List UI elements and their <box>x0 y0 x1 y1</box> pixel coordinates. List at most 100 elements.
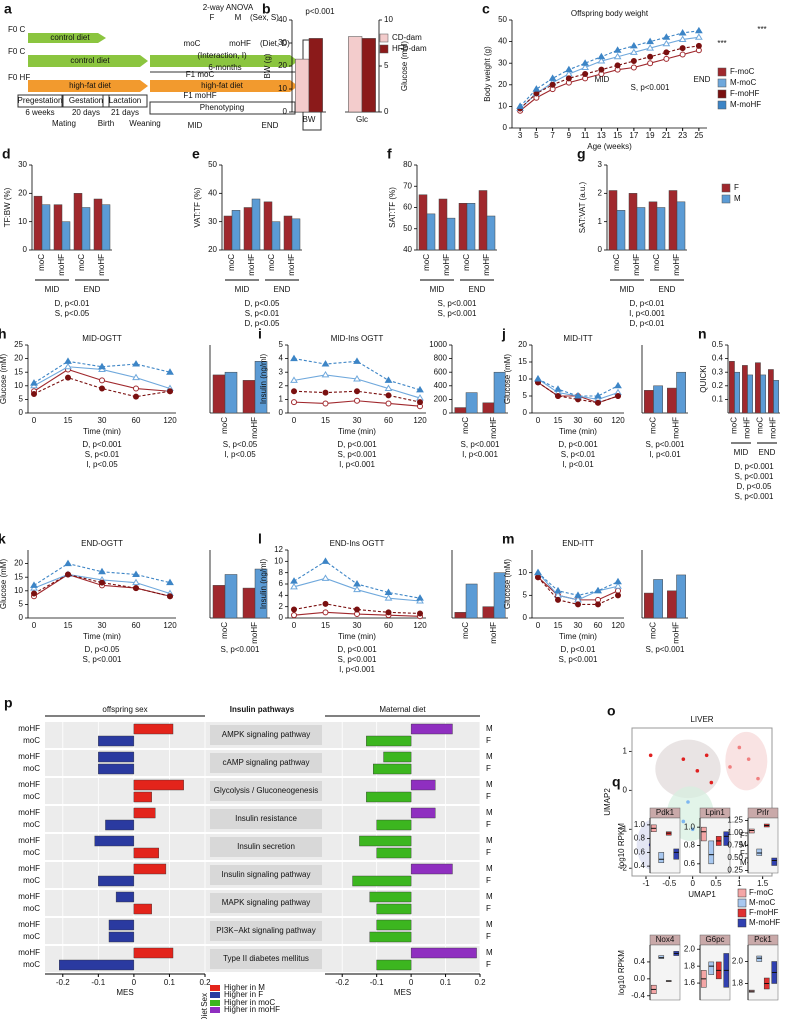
y-tick-label: 40 <box>403 245 412 254</box>
data-point <box>574 392 582 399</box>
y-tick-label: 0.4 <box>634 957 646 966</box>
data-point <box>167 593 173 600</box>
row-label: moC <box>23 876 40 885</box>
legend-swatch <box>737 918 747 928</box>
legend-swatch <box>210 1000 220 1006</box>
y-tick-label: 0.3 <box>712 367 724 376</box>
schematic-label: 20 days <box>72 108 100 117</box>
data-point <box>663 49 670 56</box>
x-tick-label: 60 <box>132 416 141 425</box>
data-point <box>681 819 686 824</box>
x-tick-label: 30 <box>574 416 583 425</box>
x-tick-label: moHF <box>672 254 681 276</box>
bar <box>653 579 663 619</box>
annotation: END <box>694 75 711 84</box>
bar <box>98 763 135 775</box>
x-tick-label: moC <box>649 622 658 639</box>
data-point <box>133 393 139 400</box>
data-point <box>99 579 105 586</box>
stat-note: S, p<0.001 <box>338 450 377 459</box>
x-tick-label: 30 <box>98 416 107 425</box>
arrow-control <box>28 55 148 67</box>
bar <box>212 585 226 619</box>
y-axis-label: Glucose (mM) <box>0 559 8 610</box>
data-point <box>704 753 709 758</box>
y-tick-label: 0.6 <box>634 847 646 856</box>
x-axis-label: Time (min) <box>338 632 376 641</box>
bar <box>108 919 135 931</box>
chart-title: MID-Ins OGTT <box>331 334 384 343</box>
stat-note: D, p<0.001 <box>734 462 774 471</box>
y-tick-label: 25 <box>14 340 23 349</box>
y-tick-label: 0 <box>384 107 389 116</box>
data-point <box>594 392 602 399</box>
legend-swatch <box>721 183 731 193</box>
pathway-label: Insulin secretion <box>237 842 295 851</box>
series-line <box>33 573 171 597</box>
bar <box>478 190 488 251</box>
series-line <box>519 30 699 107</box>
row-label: moHF <box>18 948 40 957</box>
row-label: moC <box>23 932 40 941</box>
panel-letter: d <box>2 146 11 162</box>
stat-note: S, p<0.001 <box>83 655 122 664</box>
bar <box>676 201 686 251</box>
series-line <box>537 381 619 404</box>
y-tick-label: 5 <box>279 340 284 349</box>
stage-box <box>62 94 110 108</box>
y-tick-label: 70 <box>403 181 412 190</box>
data-point <box>166 578 174 586</box>
schematic-label: high-fat diet <box>69 81 112 90</box>
stat-note: S, p<0.001 <box>735 472 774 481</box>
y-axis-label: VAT:TF (%) <box>193 187 202 227</box>
bar <box>729 361 735 414</box>
y-tick-label: 800 <box>434 354 448 363</box>
x-axis-label: MES <box>116 988 133 997</box>
y-tick-label: -1 <box>620 824 628 833</box>
bar <box>410 947 477 959</box>
data-point <box>416 594 424 601</box>
box <box>723 831 730 846</box>
bar <box>108 931 135 943</box>
bar <box>308 38 323 113</box>
bar <box>133 807 156 819</box>
pathway-box <box>210 837 322 857</box>
row-label-right: M <box>486 864 493 873</box>
panel-letter: n <box>698 326 707 342</box>
data-point <box>132 570 140 577</box>
y-tick-label: 0 <box>23 245 28 254</box>
data-point <box>548 74 557 81</box>
x-tick-label: 0.1 <box>440 978 452 987</box>
series-line <box>519 36 699 109</box>
y-tick-label: 1 <box>279 395 284 404</box>
data-point <box>614 582 622 589</box>
data-point <box>629 48 638 55</box>
y-axis-label: UMAP2 <box>603 788 612 816</box>
stat-note: S, p<0.001 <box>559 655 598 664</box>
data-point <box>648 753 653 758</box>
x-tick-label: 0 <box>32 621 37 630</box>
bar <box>366 791 412 803</box>
data-point <box>647 53 654 60</box>
bar <box>676 371 686 414</box>
stat-note: D, p<0.001 <box>558 440 598 449</box>
chart-title: END-ITT <box>562 539 594 548</box>
data-point <box>695 42 702 49</box>
data-point <box>647 60 654 67</box>
stat-note: D, p<0.001 <box>82 440 122 449</box>
x-tick-label: moC <box>267 254 276 271</box>
data-point <box>321 557 330 564</box>
data-point <box>321 360 330 367</box>
data-point <box>614 381 622 389</box>
x-tick-label: 23 <box>678 131 687 140</box>
y-tick-label: 10 <box>518 374 527 383</box>
stat-note: D, p<0.01 <box>561 645 596 654</box>
data-point <box>385 609 392 616</box>
data-point <box>678 28 687 36</box>
bar <box>93 198 103 251</box>
stat-note: D, p<0.001 <box>337 440 377 449</box>
x-tick-label: 11 <box>581 131 590 140</box>
pathway-box <box>210 865 322 885</box>
row-label: moHF <box>18 920 40 929</box>
row-label-right: F <box>486 848 491 857</box>
